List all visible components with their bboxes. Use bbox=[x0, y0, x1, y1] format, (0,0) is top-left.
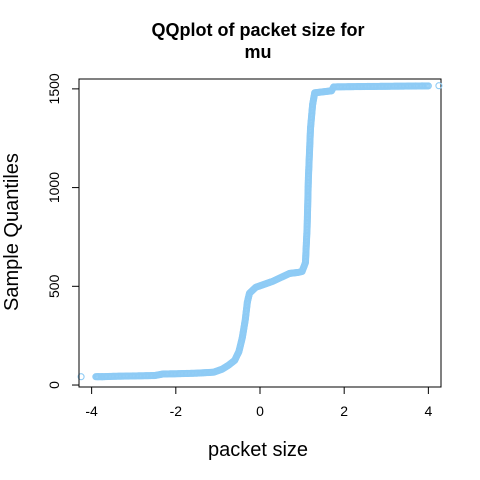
x-axis: -4 -2 0 2 4 bbox=[85, 386, 432, 419]
data-point bbox=[98, 373, 106, 381]
x-axis-label: packet size bbox=[208, 439, 308, 461]
y-tick-label: 500 bbox=[46, 274, 62, 298]
plot-frame bbox=[78, 78, 442, 388]
y-tick-label: 0 bbox=[46, 381, 62, 389]
y-tick-label: 1500 bbox=[46, 73, 62, 104]
x-tick-label: 0 bbox=[256, 403, 264, 419]
data-point bbox=[77, 373, 85, 381]
data-points bbox=[77, 82, 443, 381]
x-tick-label: -4 bbox=[85, 403, 98, 419]
chart-title-line-2: mu bbox=[245, 42, 272, 62]
y-axis: 0 500 1000 1500 bbox=[46, 73, 80, 389]
y-axis-label: Sample Quantiles bbox=[1, 153, 23, 311]
y-tick-label: 1000 bbox=[46, 172, 62, 203]
x-tick-label: 4 bbox=[424, 403, 432, 419]
data-point bbox=[424, 82, 432, 90]
data-point bbox=[435, 82, 443, 90]
chart-title-line-1: QQplot of packet size for bbox=[151, 20, 364, 40]
x-tick-label: 2 bbox=[340, 403, 348, 419]
x-tick-label: -2 bbox=[170, 403, 183, 419]
data-point bbox=[94, 373, 102, 381]
